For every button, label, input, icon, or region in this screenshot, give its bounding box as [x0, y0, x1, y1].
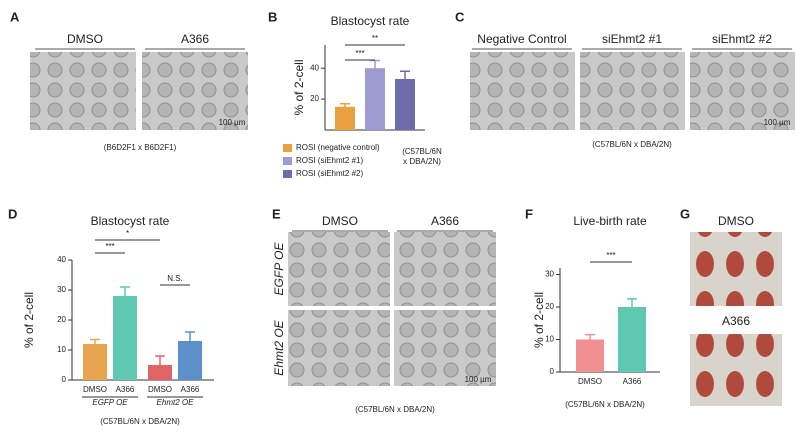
y-tick-label: 40	[57, 255, 66, 264]
scale-label: 100 µm	[465, 375, 492, 384]
image	[288, 310, 390, 386]
error-bar	[185, 331, 195, 350]
bar	[113, 296, 137, 380]
image	[394, 310, 496, 386]
note: (C57BL/6N x DBA/2N)	[355, 405, 435, 414]
micrographs	[30, 52, 795, 406]
note: (C57BL/6N	[402, 147, 442, 156]
panel-letter: D	[8, 206, 17, 221]
panel-letter: C	[455, 9, 465, 24]
y-tick-label: 10	[57, 345, 66, 354]
error-bar	[340, 102, 350, 110]
x-tick-label: DMSO	[148, 385, 172, 394]
significance: *	[126, 229, 129, 238]
panel-letter: F	[525, 206, 533, 221]
chart-title: Live-birth rate	[573, 214, 647, 228]
group-label: EGFP OE	[92, 398, 128, 407]
image	[30, 52, 136, 130]
panel-letter: G	[680, 206, 690, 221]
x-tick-label: A366	[623, 377, 642, 386]
error-bar	[120, 286, 130, 305]
error-bar	[627, 298, 637, 316]
significance: **	[372, 34, 378, 43]
chart-title: Blastocyst rate	[331, 14, 410, 28]
y-axis-label: % of 2-cell	[292, 59, 306, 115]
note: x DBA/2N)	[403, 157, 441, 166]
row-label: Ehmt2 OE	[272, 319, 286, 375]
y-axis-label: % of 2-cell	[532, 292, 546, 348]
panel-letter: A	[10, 9, 20, 24]
note: (C57BL/6N x DBA/2N)	[592, 140, 672, 149]
error-bar	[585, 333, 595, 345]
legend-label: ROSI (negative control)	[296, 143, 380, 152]
error-bar	[400, 70, 410, 87]
column-label: Negative Control	[477, 32, 566, 46]
image	[394, 232, 496, 306]
image	[142, 52, 248, 130]
bar	[576, 339, 604, 372]
y-tick-label: 20	[57, 315, 66, 324]
y-tick-label: 10	[545, 335, 554, 344]
bar	[365, 68, 385, 130]
column-label: A366	[431, 214, 459, 228]
y-tick-label: 0	[550, 367, 555, 376]
panel-letter: E	[272, 206, 281, 221]
bar	[618, 307, 646, 372]
bar	[395, 79, 415, 130]
legend-label: ROSI (siEhmt2 #2)	[296, 169, 363, 178]
significance: ***	[105, 242, 114, 251]
scale-label: 100 µm	[764, 118, 791, 127]
legend-swatch	[283, 157, 292, 165]
y-tick-label: 20	[545, 302, 554, 311]
column-label: A366	[181, 32, 209, 46]
note: (C57BL/6N x DBA/2N)	[100, 417, 180, 426]
y-axis-label: % of 2-cell	[22, 292, 36, 348]
image	[470, 52, 575, 130]
significance: ***	[606, 251, 615, 260]
column-label: siEhmt2 #2	[712, 32, 772, 46]
bar	[83, 344, 107, 380]
scale-label: 100 µm	[219, 118, 246, 127]
y-tick-label: 20	[310, 94, 319, 103]
x-tick-label: A366	[116, 385, 135, 394]
significance: N.S.	[167, 274, 183, 283]
image	[690, 52, 795, 130]
significance: ***	[355, 49, 364, 58]
column-label: DMSO	[322, 214, 358, 228]
group-label: Ehmt2 OE	[157, 398, 195, 407]
y-tick-label: 0	[62, 375, 67, 384]
error-bar	[155, 355, 165, 374]
note: (C57BL/6N x DBA/2N)	[565, 400, 645, 409]
y-tick-label: 40	[310, 63, 319, 72]
image	[690, 232, 782, 306]
chart-title: Blastocyst rate	[91, 214, 170, 228]
y-tick-label: 30	[57, 285, 66, 294]
row-label: EGFP OE	[272, 242, 286, 296]
error-bar	[90, 338, 100, 349]
x-tick-label: A366	[181, 385, 200, 394]
x-tick-label: DMSO	[83, 385, 107, 394]
note: (B6D2F1 x B6D2F1)	[104, 143, 177, 152]
bar	[335, 106, 355, 130]
legend-label: ROSI (siEhmt2 #1)	[296, 156, 363, 165]
x-tick-label: DMSO	[578, 377, 602, 386]
image	[288, 232, 390, 306]
panel-letter: B	[268, 9, 277, 24]
column-label: siEhmt2 #1	[602, 32, 662, 46]
y-tick-label: 30	[545, 270, 554, 279]
image	[580, 52, 685, 130]
image-label: DMSO	[718, 214, 754, 228]
legend-swatch	[283, 144, 292, 152]
legend-swatch	[283, 170, 292, 178]
image	[690, 334, 782, 406]
column-label: DMSO	[67, 32, 103, 46]
image-label: A366	[722, 314, 750, 328]
